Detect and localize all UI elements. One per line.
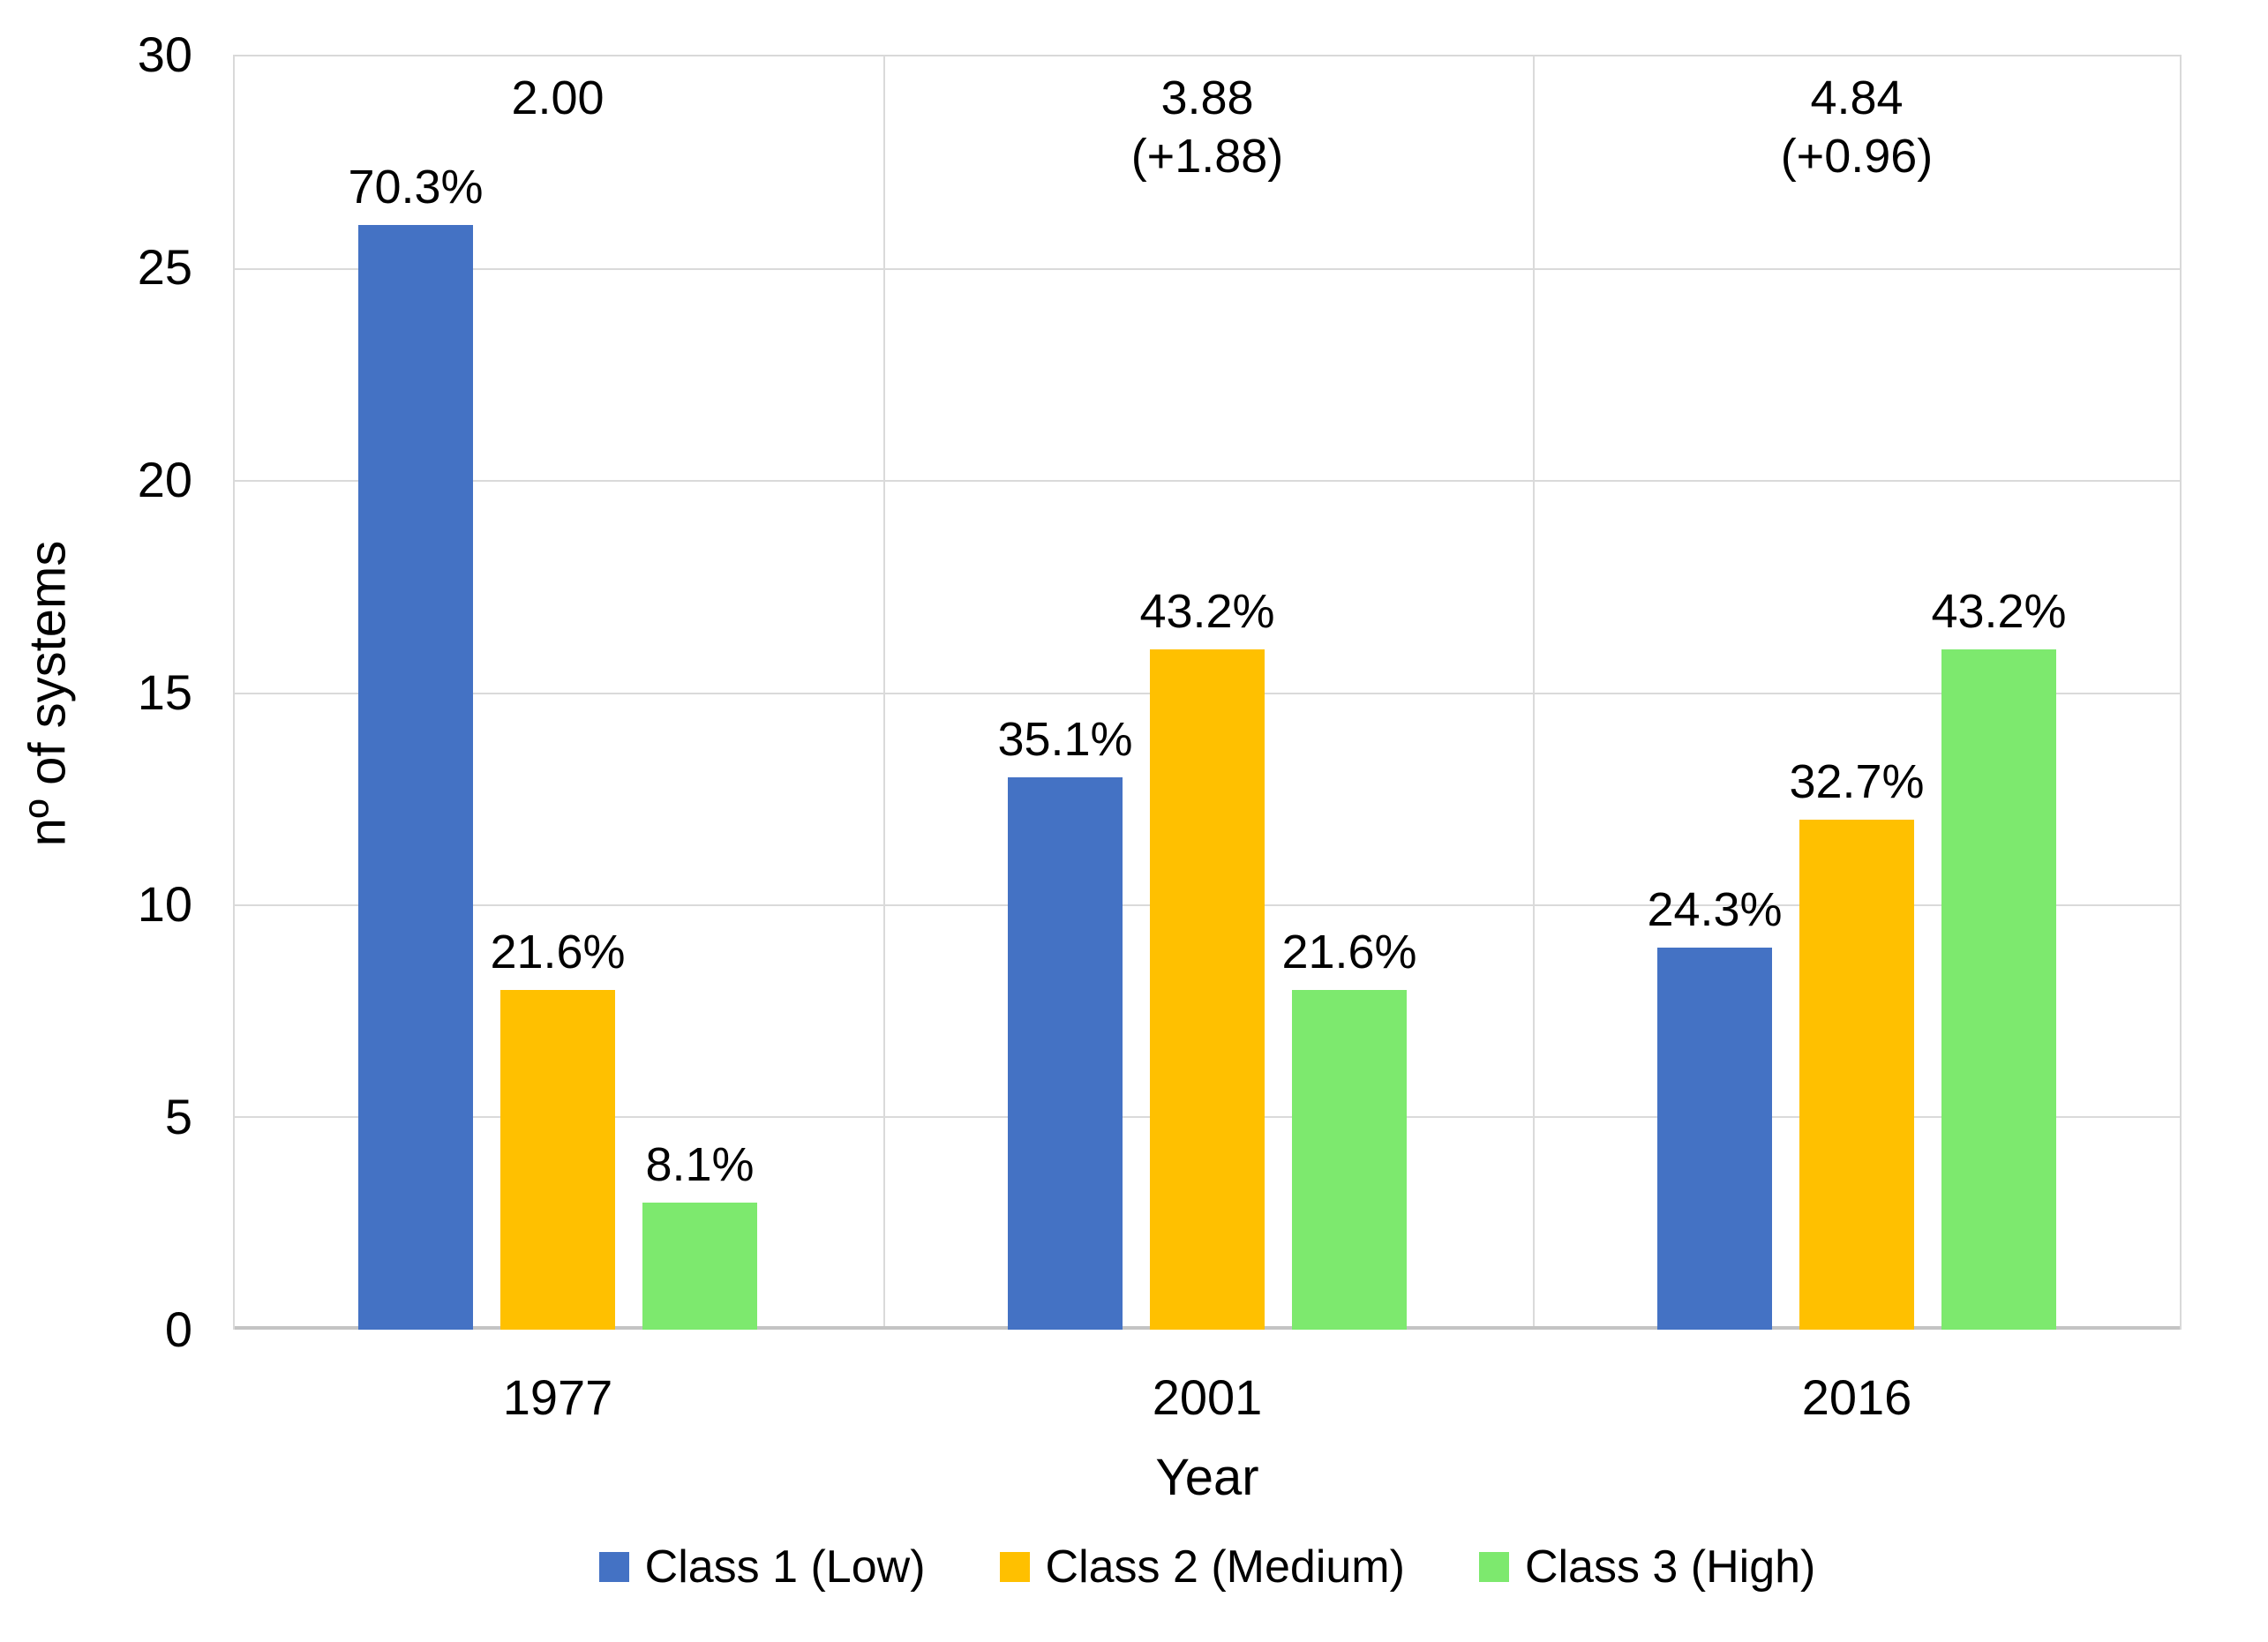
y-tick-label-30: 30 — [137, 26, 192, 82]
bar-percent-label: 24.3% — [1647, 882, 1783, 936]
y-tick-label-10: 10 — [137, 876, 192, 933]
bar-2001-series-2 — [1150, 649, 1265, 1330]
bar-2016-series-1 — [1657, 947, 1772, 1330]
gridline-y-20 — [235, 480, 2180, 483]
bar-percent-label: 21.6% — [490, 925, 626, 978]
y-tick-label-15: 15 — [137, 664, 192, 720]
bar-2001-series-1 — [1008, 776, 1123, 1330]
bar-1977-series-3 — [642, 1202, 757, 1330]
legend-item: Class 1 (Low) — [598, 1541, 926, 1593]
bar-percent-label: 32.7% — [1789, 755, 1925, 808]
bar-percent-label: 43.2% — [1931, 585, 2067, 639]
legend-item: Class 2 (Medium) — [999, 1541, 1405, 1593]
gridline-y-25 — [235, 268, 2180, 271]
bar-percent-label: 8.1% — [645, 1137, 755, 1191]
y-tick-label-20: 20 — [137, 451, 192, 507]
bar-percent-label: 43.2% — [1139, 585, 1275, 639]
bar-percent-label: 21.6% — [1281, 925, 1417, 978]
y-tick-label-25: 25 — [137, 238, 192, 295]
group-annotation-2016: 4.84 (+0.96) — [1780, 71, 1934, 183]
y-tick-label-5: 5 — [164, 1089, 192, 1145]
bar-1977-series-1 — [358, 224, 473, 1330]
gridline-x-separator — [1533, 56, 1535, 1328]
x-tick-label-2016: 2016 — [1801, 1369, 1912, 1425]
bar-percent-label: 70.3% — [348, 160, 484, 214]
x-tick-label-1977: 1977 — [502, 1369, 613, 1425]
bar-2016-series-2 — [1799, 820, 1914, 1330]
legend-swatch-icon — [999, 1552, 1030, 1582]
gridline-x-separator — [883, 56, 885, 1328]
legend: Class 1 (Low) Class 2 (Medium) Class 3 (Hi… — [233, 1542, 2182, 1592]
bar-2001-series-3 — [1292, 989, 1407, 1330]
bar-2016-series-3 — [1941, 649, 2056, 1330]
legend-swatch-icon — [598, 1552, 629, 1582]
legend-swatch-icon — [1478, 1552, 1509, 1582]
legend-label: Class 3 (High) — [1524, 1541, 1816, 1593]
x-axis-title: Year — [1155, 1449, 1259, 1506]
x-tick-label-2001: 2001 — [1152, 1369, 1263, 1425]
group-annotation-1977: 2.00 — [511, 71, 605, 124]
y-tick-label-0: 0 — [164, 1301, 192, 1357]
group-annotation-2001: 3.88 (+1.88) — [1130, 71, 1284, 183]
bar-percent-label: 35.1% — [997, 712, 1133, 766]
legend-label: Class 2 (Medium) — [1045, 1541, 1405, 1593]
legend-label: Class 1 (Low) — [644, 1541, 926, 1593]
bar-1977-series-2 — [500, 989, 615, 1330]
legend-item: Class 3 (High) — [1478, 1541, 1816, 1593]
